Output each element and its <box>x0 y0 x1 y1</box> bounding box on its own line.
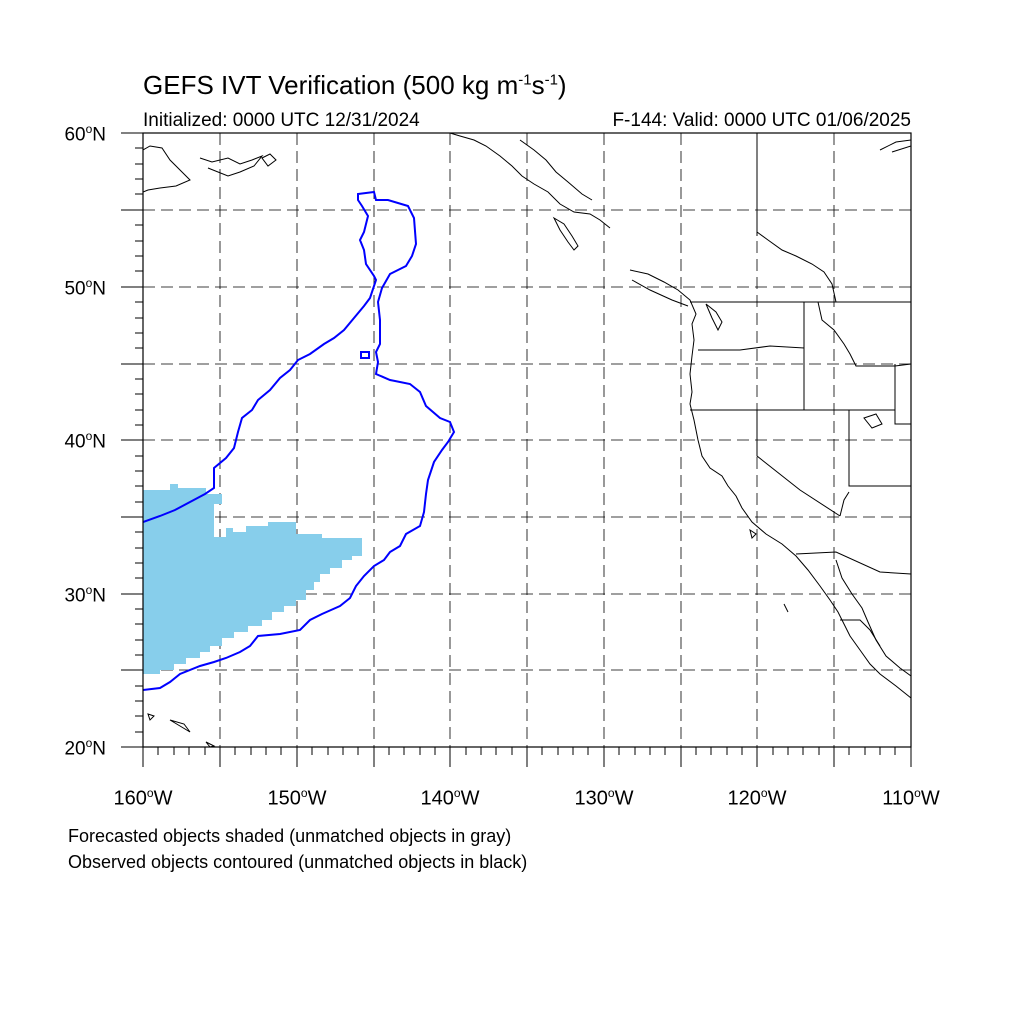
lat-label-60n: 60oN <box>64 122 106 146</box>
coastlines <box>143 133 911 747</box>
lat-label-40n: 40oN <box>64 429 106 453</box>
map-title: GEFS IVT Verification (500 kg m-1s-1) <box>143 70 567 100</box>
lon-label-120w: 120oW <box>727 786 787 810</box>
observed-contour-small <box>360 351 370 359</box>
valid-time: F-144: Valid: 0000 UTC 01/06/2025 <box>612 110 911 131</box>
lat-label-20n: 20oN <box>64 736 106 760</box>
lon-label-110w: 110oW <box>882 786 940 810</box>
lon-label-160w: 160oW <box>113 786 173 810</box>
lon-label-130w: 130oW <box>574 786 634 810</box>
footnote-forecast: Forecasted objects shaded (unmatched obj… <box>68 826 512 846</box>
lon-label-140w: 140oW <box>420 786 480 810</box>
forecast-object <box>143 484 362 674</box>
grid-lines <box>143 133 911 747</box>
initialized-time: Initialized: 0000 UTC 12/31/2024 <box>143 110 420 131</box>
lon-label-150w: 150oW <box>267 786 327 810</box>
political-boundaries <box>690 133 911 647</box>
tick-marks <box>121 132 912 767</box>
lat-label-50n: 50oN <box>64 276 106 300</box>
footnote-observed: Observed objects contoured (unmatched ob… <box>68 852 528 872</box>
observed-contour <box>143 190 456 691</box>
lat-label-30n: 30oN <box>64 583 106 607</box>
